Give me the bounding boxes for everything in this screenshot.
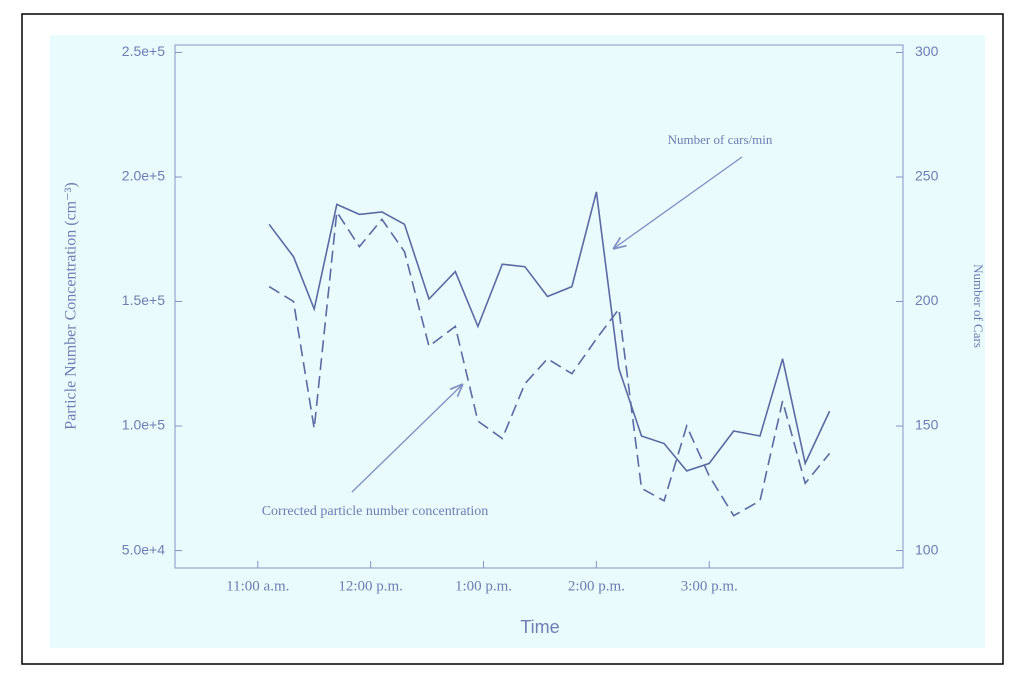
x-axis-label: Time [520,617,559,637]
y2-tick-label: 300 [915,43,939,59]
y-tick-label: 1.0e+5 [122,417,165,433]
y2-tick-label: 100 [915,541,939,557]
y-tick-label: 2.0e+5 [122,168,165,184]
x-tick-label: 1:00 p.m. [455,578,512,594]
annotation-arrow [351,384,463,493]
x-tick-label: 11:00 a.m. [226,578,289,594]
y-tick-label: 5.0e+4 [122,541,165,557]
series-line [268,209,831,517]
y-axis-label: Particle Number Concentration (cm⁻³) [63,182,80,429]
y2-tick-label: 200 [915,292,939,308]
x-tick-label: 2:00 p.m. [568,578,625,594]
annotation: Corrected particle number concentration [262,504,489,519]
annotation: Number of cars/min [668,132,773,147]
y2-tick-label: 150 [915,417,939,433]
y2-axis-label: Number of Cars [971,264,986,348]
annotation-arrow [613,156,743,249]
y-tick-label: 2.5e+5 [122,43,165,59]
y-tick-label: 1.5e+5 [122,292,165,308]
chart-background [50,35,985,648]
x-tick-label: 3:00 p.m. [681,578,738,594]
x-tick-label: 12:00 p.m. [338,578,403,594]
plot-frame [174,44,904,569]
series-line [268,191,831,472]
y2-tick-label: 250 [915,168,939,184]
